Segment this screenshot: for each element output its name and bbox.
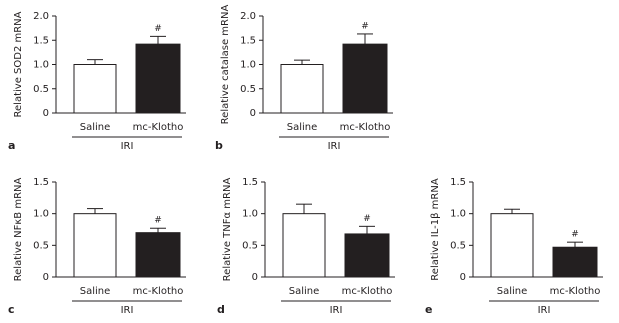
significance-mark: # <box>154 216 162 226</box>
y-tick-label: 1.0 <box>242 209 258 220</box>
y-tick-label: 2.0 <box>240 11 256 22</box>
y-tick-label: 2.0 <box>33 11 49 22</box>
y-tick-label: 0.5 <box>240 84 256 95</box>
panel-label: d <box>217 303 225 316</box>
y-tick-label: 0.5 <box>450 240 466 251</box>
x-tick-label: Saline <box>497 286 528 297</box>
bar <box>73 64 117 114</box>
group-label: IRI <box>121 141 134 152</box>
bar <box>282 213 326 278</box>
x-tick-label: Saline <box>80 122 111 133</box>
group-label: IRI <box>328 141 341 152</box>
y-tick-label: 0 <box>460 272 466 283</box>
significance-mark: # <box>363 214 371 224</box>
y-axis-label: Relative IL-1β mRNA <box>430 178 441 281</box>
x-tick-label: Saline <box>289 286 320 297</box>
y-tick-label: 1.5 <box>240 35 256 46</box>
significance-mark: # <box>571 230 579 240</box>
x-tick-label: Saline <box>287 122 318 133</box>
x-tick-label: mc-Klotho <box>342 286 393 297</box>
y-tick-label: 0.5 <box>242 240 258 251</box>
y-tick-label: 0.5 <box>33 84 49 95</box>
significance-mark: # <box>361 21 369 31</box>
x-tick-label: mc-Klotho <box>133 286 184 297</box>
bar <box>73 213 117 278</box>
group-label: IRI <box>538 305 551 316</box>
x-tick-label: mc-Klotho <box>133 122 184 133</box>
group-label: IRI <box>330 305 343 316</box>
bar <box>344 233 390 278</box>
x-tick-label: mc-Klotho <box>340 122 391 133</box>
y-axis-label: Relative NFκB mRNA <box>13 178 24 282</box>
y-axis-label: Relative catalase mRNA <box>220 5 231 125</box>
y-axis-label: Relative TNFα mRNA <box>222 178 233 282</box>
panel-label: c <box>8 303 15 316</box>
significance-mark: # <box>154 24 162 34</box>
x-tick-label: Saline <box>80 286 111 297</box>
y-tick-label: 1.0 <box>450 209 466 220</box>
bar <box>342 43 388 114</box>
panel-label: a <box>8 139 15 152</box>
y-tick-label: 1.5 <box>242 177 258 188</box>
bar <box>552 246 598 278</box>
y-tick-label: 0 <box>43 272 49 283</box>
bar <box>135 43 181 114</box>
x-tick-label: mc-Klotho <box>550 286 601 297</box>
y-tick-label: 0 <box>250 108 256 119</box>
y-tick-label: 0 <box>43 108 49 119</box>
bar <box>490 213 534 278</box>
bar <box>135 232 181 278</box>
y-tick-label: 0.5 <box>33 240 49 251</box>
y-tick-label: 1.0 <box>33 209 49 220</box>
panel-label: b <box>215 139 223 152</box>
panel-label: e <box>425 303 432 316</box>
y-tick-label: 1.5 <box>33 35 49 46</box>
y-tick-label: 1.5 <box>33 177 49 188</box>
y-tick-label: 0 <box>252 272 258 283</box>
group-label: IRI <box>121 305 134 316</box>
bar <box>280 64 324 114</box>
y-tick-label: 1.0 <box>33 60 49 71</box>
y-axis-label: Relative SOD2 mRNA <box>13 11 24 117</box>
y-tick-label: 1.0 <box>240 60 256 71</box>
y-tick-label: 1.5 <box>450 177 466 188</box>
